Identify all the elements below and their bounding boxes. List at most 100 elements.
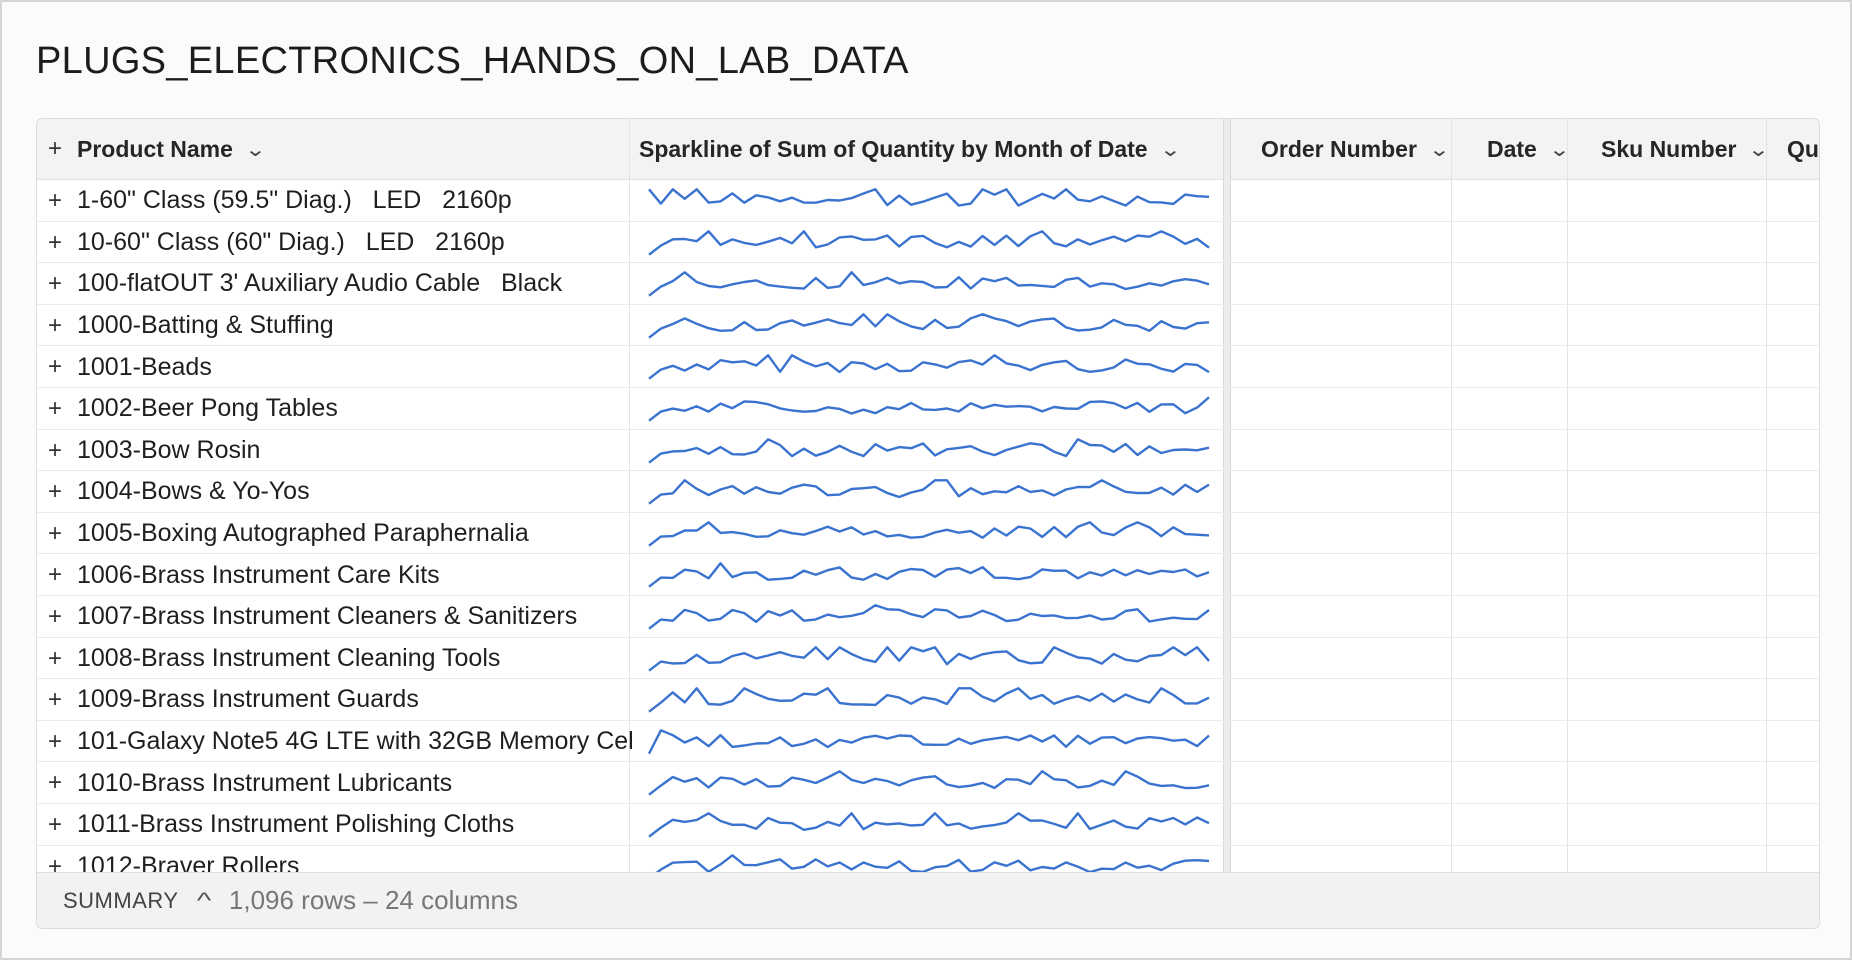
sparkline-path bbox=[648, 645, 1210, 672]
column-header-label: Sku Number bbox=[1601, 136, 1737, 162]
sparkline-path bbox=[648, 520, 1210, 547]
table-row[interactable]: +1008-Brass Instrument Cleaning Tools bbox=[37, 638, 1819, 680]
table-row[interactable]: +1003-Bow Rosin bbox=[37, 430, 1819, 472]
column-header-date[interactable]: Date ⌄ bbox=[1487, 119, 1599, 180]
sparkline-path bbox=[648, 437, 1210, 464]
product-name-cell: 1006-Brass Instrument Care Kits bbox=[77, 560, 440, 589]
sparkline-path bbox=[648, 312, 1210, 339]
expand-row-icon[interactable]: + bbox=[47, 228, 62, 256]
column-header-label: Product Name bbox=[77, 136, 233, 162]
column-header-label: Order Number bbox=[1261, 136, 1417, 162]
product-name-cell: 101-Galaxy Note5 4G LTE with 32GB Memory… bbox=[77, 727, 632, 756]
table-header: + Product Name ⌄ Sparkline of Sum of Qua… bbox=[37, 119, 1819, 180]
table-row[interactable]: +1009-Brass Instrument Guards bbox=[37, 679, 1819, 721]
column-header-sku-number[interactable]: Sku Number ⌄ bbox=[1601, 119, 1801, 180]
sparkline-path bbox=[648, 188, 1210, 207]
expand-row-icon[interactable]: + bbox=[47, 852, 62, 874]
product-name-cell: 1010-Brass Instrument Lubricants bbox=[77, 768, 453, 797]
sparkline-path bbox=[648, 271, 1210, 297]
chevron-down-icon[interactable]: ⌄ bbox=[1747, 139, 1770, 161]
expand-row-icon[interactable]: + bbox=[47, 436, 62, 464]
expand-row-icon[interactable]: + bbox=[47, 311, 62, 339]
sparkline bbox=[648, 812, 1210, 838]
column-header-order-number[interactable]: Order Number ⌄ bbox=[1249, 119, 1481, 180]
sparkline bbox=[648, 770, 1210, 797]
expand-row-icon[interactable]: + bbox=[47, 603, 62, 630]
sparkline bbox=[648, 312, 1210, 339]
summary-stats: 1,096 rows – 24 columns bbox=[228, 885, 518, 915]
sparkline bbox=[648, 271, 1210, 297]
product-name-cell: 1003-Bow Rosin bbox=[77, 435, 261, 464]
table-row[interactable]: +10-60" Class (60" Diag.) LED 2160p bbox=[37, 222, 1819, 264]
product-name-cell: 1009-Brass Instrument Guards bbox=[77, 685, 419, 714]
table-row[interactable]: +1012-Braver Rollers bbox=[37, 846, 1819, 874]
sparkline bbox=[648, 229, 1210, 256]
chevron-down-icon[interactable]: ⌄ bbox=[1428, 139, 1451, 161]
expand-row-icon[interactable]: + bbox=[47, 270, 62, 298]
sparkline bbox=[648, 645, 1210, 672]
column-divider[interactable] bbox=[1567, 119, 1568, 872]
column-header-product-name[interactable]: Product Name ⌄ bbox=[77, 119, 637, 180]
sparkline-path bbox=[648, 479, 1210, 505]
sparkline-path bbox=[648, 229, 1210, 256]
sparkline bbox=[648, 520, 1210, 547]
expand-row-icon[interactable]: + bbox=[47, 395, 62, 422]
data-table: + Product Name ⌄ Sparkline of Sum of Qua… bbox=[36, 118, 1820, 929]
expand-row-icon[interactable]: + bbox=[47, 187, 62, 214]
column-divider[interactable] bbox=[629, 119, 630, 872]
table-row[interactable]: +1001-Beads bbox=[37, 346, 1819, 388]
column-header-sparkline[interactable]: Sparkline of Sum of Quantity by Month of… bbox=[639, 119, 1239, 180]
sparkline-path bbox=[648, 354, 1210, 381]
table-row[interactable]: +1000-Batting & Stuffing bbox=[37, 305, 1819, 347]
product-name-cell: 1002-Beer Pong Tables bbox=[77, 394, 338, 423]
sparkline bbox=[648, 604, 1210, 630]
expand-row-icon[interactable]: + bbox=[47, 686, 62, 714]
expand-row-icon[interactable]: + bbox=[47, 644, 62, 672]
product-name-cell: 1007-Brass Instrument Cleaners & Sanitiz… bbox=[77, 602, 578, 631]
expand-row-icon[interactable]: + bbox=[47, 353, 62, 381]
product-name-cell: 1011-Brass Instrument Polishing Cloths bbox=[77, 810, 515, 839]
table-row[interactable]: +1004-Bows & Yo-Yos bbox=[37, 471, 1819, 513]
sparkline-path bbox=[648, 396, 1210, 422]
table-row[interactable]: +101-Galaxy Note5 4G LTE with 32GB Memor… bbox=[37, 721, 1819, 763]
freeze-divider[interactable] bbox=[1223, 119, 1231, 872]
expand-all-icon[interactable]: + bbox=[47, 135, 62, 162]
expand-row-icon[interactable]: + bbox=[47, 727, 62, 755]
table-row[interactable]: +1007-Brass Instrument Cleaners & Saniti… bbox=[37, 596, 1819, 638]
sparkline bbox=[648, 396, 1210, 422]
product-name-cell: 1012-Braver Rollers bbox=[77, 851, 300, 874]
table-row[interactable]: +1002-Beer Pong Tables bbox=[37, 388, 1819, 430]
sparkline bbox=[648, 354, 1210, 381]
sparkline bbox=[648, 188, 1210, 207]
expand-row-icon[interactable]: + bbox=[47, 811, 62, 838]
column-header-label: Date bbox=[1487, 136, 1537, 162]
table-row[interactable]: +1-60" Class (59.5" Diag.) LED 2160p bbox=[37, 180, 1819, 222]
chevron-up-icon[interactable]: ^ bbox=[196, 887, 211, 913]
summary-bar: SUMMARY ^ 1,096 rows – 24 columns bbox=[37, 872, 1819, 928]
table-row[interactable]: +100-flatOUT 3' Auxiliary Audio Cable Bl… bbox=[37, 263, 1819, 305]
chevron-down-icon[interactable]: ⌄ bbox=[1159, 139, 1181, 161]
table-row[interactable]: +1010-Brass Instrument Lubricants bbox=[37, 762, 1819, 804]
expand-row-icon[interactable]: + bbox=[47, 769, 62, 797]
table-row[interactable]: +1011-Brass Instrument Polishing Cloths bbox=[37, 804, 1819, 846]
chevron-down-icon[interactable]: ⌄ bbox=[1548, 139, 1571, 161]
product-name-cell: 1001-Beads bbox=[77, 352, 212, 381]
column-header-quantity[interactable]: Qua bbox=[1787, 119, 1819, 180]
page-title: PLUGS_ELECTRONICS_HANDS_ON_LAB_DATA bbox=[36, 40, 909, 82]
sparkline-path bbox=[648, 770, 1210, 797]
summary-label[interactable]: SUMMARY bbox=[63, 887, 179, 913]
table-row[interactable]: +1006-Brass Instrument Care Kits bbox=[37, 554, 1819, 596]
column-divider[interactable] bbox=[1766, 119, 1767, 872]
chevron-down-icon[interactable]: ⌄ bbox=[244, 139, 267, 161]
column-divider[interactable] bbox=[1451, 119, 1452, 872]
expand-row-icon[interactable]: + bbox=[47, 519, 62, 547]
product-name-cell: 100-flatOUT 3' Auxiliary Audio Cable Bla… bbox=[77, 269, 563, 298]
expand-row-icon[interactable]: + bbox=[47, 478, 62, 506]
sparkline bbox=[647, 728, 1210, 755]
sparkline-path bbox=[652, 853, 1210, 874]
sparkline bbox=[652, 853, 1210, 874]
table-row[interactable]: +1005-Boxing Autographed Paraphernalia bbox=[37, 513, 1819, 555]
expand-row-icon[interactable]: + bbox=[47, 561, 62, 589]
column-header-label: Qua bbox=[1787, 136, 1819, 162]
